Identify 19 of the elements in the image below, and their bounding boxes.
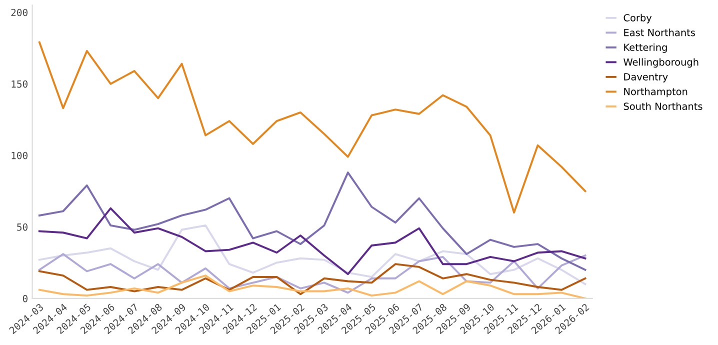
y-tick-label: 50: [17, 223, 28, 231]
line-series: [38, 274, 586, 298]
y-tick-label: 0: [22, 294, 28, 302]
line-series: [38, 41, 586, 214]
y-tick-label: 200: [11, 8, 28, 16]
legend-label: East Northants: [624, 28, 696, 36]
line-series: [38, 207, 586, 276]
legend-label: Kettering: [624, 43, 667, 53]
legend-label: Northampton: [624, 88, 688, 98]
y-tick-label: 150: [12, 80, 28, 88]
legend-label: Wellingborough: [624, 58, 698, 68]
line-series: [38, 263, 586, 296]
legend-label: Corby: [624, 14, 652, 24]
legend-label: Daventry: [624, 73, 668, 82]
line-series: [38, 253, 586, 294]
line-series: [38, 172, 586, 271]
legend-label: South Northants: [624, 102, 702, 110]
y-tick-label: 100: [12, 152, 28, 160]
line-series: [38, 224, 586, 286]
